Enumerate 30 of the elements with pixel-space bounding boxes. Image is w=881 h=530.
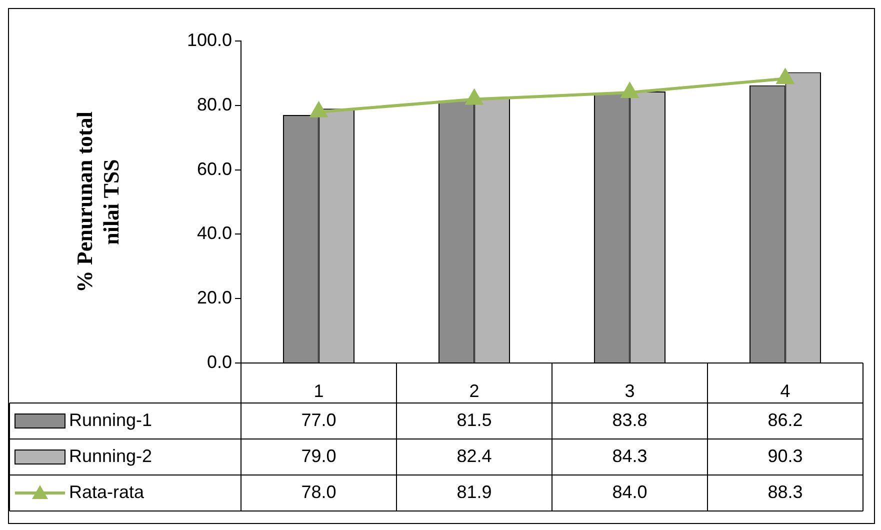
x-tick-label: 2 (469, 380, 480, 401)
legend-label: Running-2 (69, 446, 152, 466)
data-label: 77.0 (301, 410, 336, 430)
point (621, 83, 638, 98)
data-label: 90.3 (768, 446, 803, 466)
data-label: 88.3 (768, 482, 803, 502)
y-tick-label: 60.0 (196, 158, 232, 179)
y-tick-label: 0.0 (206, 352, 232, 372)
x-tick-label: 1 (314, 380, 324, 401)
y-tick-label: 20.0 (196, 288, 232, 308)
y-axis-title: % Penurunan total nilai TSS (72, 112, 124, 292)
y-tick-label: 100.0 (186, 30, 232, 50)
point (310, 102, 328, 118)
data-label: 86.2 (768, 410, 803, 430)
point (466, 90, 483, 105)
legend-label: Running-1 (69, 410, 152, 430)
data-label: 79.0 (301, 446, 336, 466)
x-tick-label: 4 (780, 380, 790, 401)
y-tick-label: 40.0 (196, 223, 232, 244)
data-label: 78.0 (301, 482, 336, 502)
point (776, 69, 794, 84)
data-label: 84.0 (612, 482, 648, 502)
data-label: 81.5 (456, 410, 492, 430)
x-tick-label: 3 (624, 380, 635, 401)
data-label: 82.4 (456, 446, 492, 466)
data-label: 81.9 (456, 482, 492, 502)
data-label: 84.3 (612, 446, 648, 466)
y-tick-label: 80.0 (196, 94, 232, 114)
legend-label: Rata-rata (69, 482, 146, 502)
data-label: 83.8 (612, 410, 648, 430)
